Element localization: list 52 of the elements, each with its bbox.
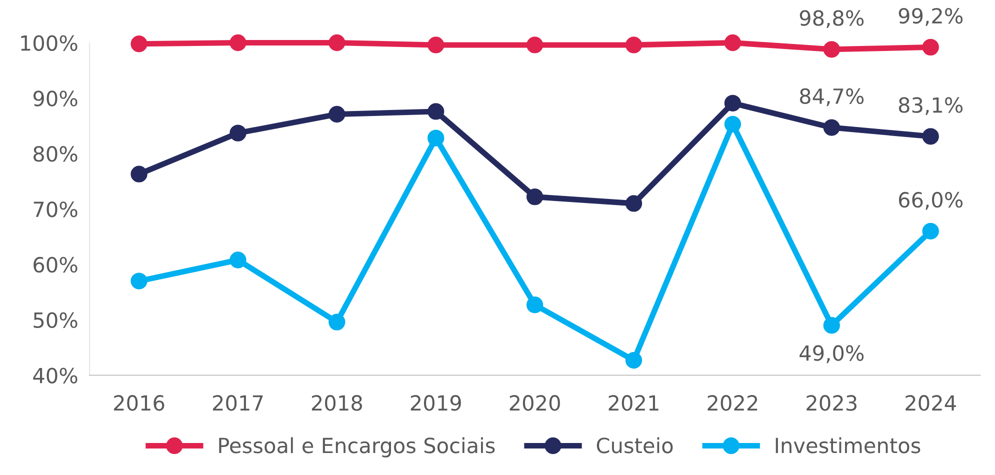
x-tick-label: 2016: [114, 395, 164, 411]
x-tick-label: 2022: [708, 395, 758, 411]
x-tick-label: 2018: [312, 395, 362, 411]
point: [625, 36, 642, 54]
point: [922, 38, 939, 56]
point: [724, 94, 742, 112]
point: [328, 106, 346, 123]
point: [823, 119, 840, 136]
point: [526, 36, 544, 54]
x-tick-label: 2021: [608, 395, 658, 411]
y-tick-label: 80%: [34, 146, 78, 162]
legend-label: Pessoal e Encargos Sociais: [219, 437, 495, 458]
point: [823, 41, 840, 58]
point: [724, 116, 742, 133]
data-label: 84,7%: [800, 88, 864, 106]
point: [328, 314, 346, 330]
point: [230, 124, 246, 142]
point: [428, 130, 444, 146]
x-tick-label: 2017: [212, 395, 263, 411]
legend-label: Custeio: [596, 437, 673, 454]
point: [130, 166, 148, 182]
x-tick-label: 2020: [510, 395, 560, 411]
legend-label: Investimentos: [776, 437, 920, 454]
x-tick-label: 2023: [806, 395, 856, 411]
x-tick-label: 2019: [410, 395, 461, 411]
point: [526, 296, 544, 314]
point: [130, 36, 148, 52]
data-label: 83,1%: [898, 97, 963, 116]
y-tick-label: 100%: [21, 35, 78, 51]
point: [428, 36, 444, 54]
point: [922, 128, 939, 145]
data-label: 98,8%: [800, 10, 864, 28]
y-tick-label: 70%: [34, 201, 78, 218]
point: [526, 188, 544, 206]
y-tick-label: 90%: [33, 90, 78, 106]
x-tick-label: 2024: [906, 395, 956, 411]
point: [428, 103, 444, 120]
data-label: 49,0%: [800, 345, 864, 364]
point: [922, 222, 939, 240]
data-label: 66,0%: [898, 192, 963, 210]
y-tick-label: 50%: [34, 312, 78, 328]
point: [130, 272, 148, 290]
data-label: 99,2%: [898, 8, 963, 26]
point: [230, 252, 246, 268]
point: [328, 34, 346, 52]
y-tick-label: 40%: [33, 368, 78, 384]
point: [724, 34, 742, 52]
point: [230, 34, 246, 52]
point: [625, 352, 642, 369]
point: [823, 317, 840, 334]
y-tick-label: 60%: [34, 256, 78, 273]
point: [625, 195, 642, 212]
